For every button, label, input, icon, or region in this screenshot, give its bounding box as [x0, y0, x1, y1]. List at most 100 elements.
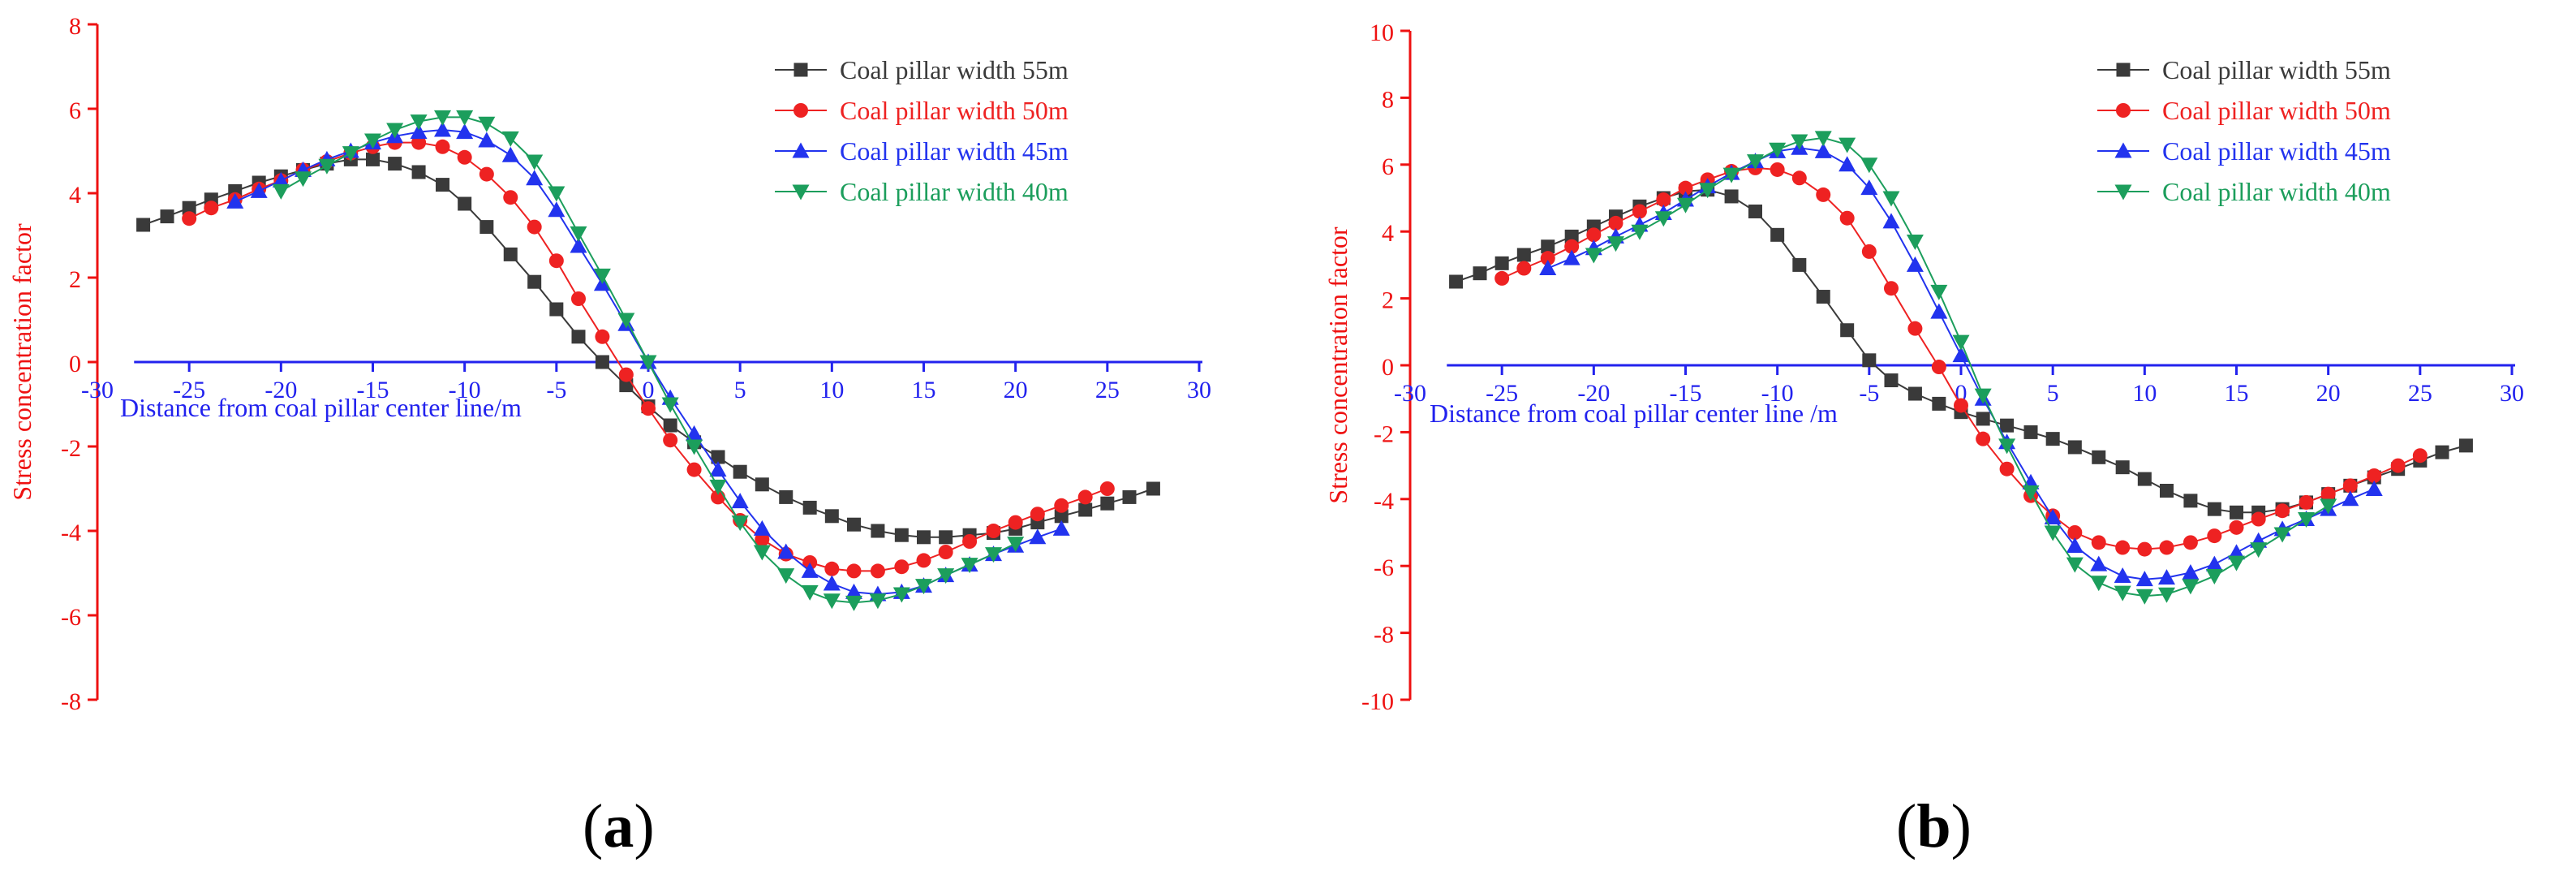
chart-b-y-tick-label: 0	[1382, 354, 1394, 381]
chart-a-series-2-point	[595, 329, 610, 344]
chart-a-series-4-point	[617, 313, 635, 329]
chart-a-x-tick-label: -5	[546, 377, 566, 403]
chart-a-legend: Coal pillar width 55m Coal pillar width 5…	[775, 55, 1069, 206]
chart-a-series-4-point	[478, 116, 496, 132]
chart-b-series-2-point	[1678, 180, 1693, 196]
chart-a-legend-label-2: Coal pillar width 50m	[840, 96, 1069, 125]
chart-a-y-tick-label: 0	[69, 351, 81, 377]
chart-a-series-1-point	[1078, 502, 1093, 517]
chart-b-series-2-point	[2299, 494, 2314, 510]
chart-a-series-1	[136, 152, 1160, 545]
chart-b-series-1-point	[2159, 484, 2174, 498]
chart-a-series-1-point	[1100, 496, 1115, 511]
chart-a-series-4-point	[892, 587, 910, 603]
chart-b-series-4-point	[2090, 576, 2108, 592]
chart-b-y-tick-label: 6	[1382, 153, 1394, 180]
chart-b-series-4-point	[2250, 542, 2268, 558]
chart-a-x-tick-label: -30	[81, 377, 114, 403]
chart-a-series-4-point	[961, 558, 978, 574]
chart-a-series-2-point	[503, 190, 518, 205]
chart-b-series-2-point	[2067, 525, 2083, 540]
chart-b-series-3-point	[2044, 508, 2062, 524]
chart-a-series-1-point	[871, 524, 885, 538]
chart-a-y-tick-label: 6	[69, 97, 81, 124]
chart-a-series-1-point	[1146, 481, 1160, 496]
chart-a-y-tick-label: 4	[69, 182, 81, 209]
chart-b-series-4-point	[1747, 154, 1765, 170]
chart-a-legend-label-3: Coal pillar width 45m	[840, 136, 1069, 166]
chart-b-legend-label-1: Coal pillar width 55m	[2162, 55, 2391, 84]
chart-b-series-3-point	[1563, 249, 1580, 265]
chart-b-series-1-point	[1449, 274, 1464, 289]
chart-b-legend-label-4: Coal pillar width 40m	[2162, 177, 2391, 206]
chart-b-series-2-point	[1656, 192, 1671, 208]
chart-a-series-4-point	[272, 183, 290, 200]
chart-a-x-tick-label: 30	[1187, 377, 1211, 403]
chart-b-series-3-point	[1952, 347, 1970, 363]
chart-b-series-4-point	[2135, 589, 2153, 605]
chart-a-x-axis-title: Distance from coal pillar center line/m	[120, 393, 522, 422]
chart-a-x-tick-label: 5	[734, 377, 746, 403]
chart-a-series-4-point	[1007, 537, 1025, 553]
chart-b-series-3-point	[2157, 569, 2175, 585]
chart-a-series-3-point	[686, 425, 703, 441]
chart-a-series-1-point	[619, 378, 634, 393]
chart-a-series-3-point	[731, 493, 749, 509]
chart-b-series-2-point	[2183, 535, 2198, 550]
chart-a-series-1-point	[366, 152, 380, 166]
chart-a-y-tick-label: -8	[61, 688, 81, 715]
chart-b-series-2-point	[2115, 540, 2131, 555]
chart-b-x-tick-label: 30	[2500, 380, 2524, 407]
chart-a-legend-label-1: Coal pillar width 55m	[840, 55, 1069, 84]
chart-a-legend-marker-4	[792, 184, 810, 201]
chart-a-series-4-point	[548, 186, 566, 202]
chart-a-series-1-point	[824, 509, 839, 524]
chart-b-series-1-point	[2000, 418, 2015, 433]
chart-a-series-1-point	[458, 196, 472, 211]
chart-b-y-tick-label: -10	[1361, 688, 1394, 715]
chart-b-series-4-point	[1585, 248, 1602, 264]
chart-b-series-4-point	[1677, 197, 1694, 213]
chart-b-series-4-point	[1906, 235, 1924, 251]
chart-b-series-4-point	[1606, 236, 1624, 252]
chart-b-series-2-point	[2229, 520, 2244, 535]
chart-b-series-4-point	[2022, 485, 2040, 502]
chart-b-series-2-point	[1494, 270, 1510, 286]
chart-a-series-2-point	[182, 211, 197, 226]
chart-b-series-2-point	[1586, 227, 1602, 243]
chart-a-y-tick-label: -6	[61, 604, 81, 631]
chart-a-x-tick-label: 25	[1095, 377, 1120, 403]
chart-b-series-4-point	[2044, 525, 2062, 541]
chart-b-x-tick-label: 5	[2047, 380, 2059, 407]
chart-a-series-1-point	[939, 530, 953, 545]
chart-b-y-tick-label: 4	[1382, 220, 1394, 247]
chart-a-series-1-point	[136, 218, 151, 232]
chart-b-series-4-point	[2320, 498, 2337, 515]
chart-a-series-3-point	[478, 132, 496, 148]
chart-a-series-4-point	[294, 171, 312, 188]
chart-b-x-tick-label: -25	[1486, 380, 1518, 407]
chart-a-series-3-point	[845, 583, 862, 599]
chart-a-x-tick-label: -10	[449, 377, 481, 403]
chart-b-x-tick-label: 20	[2316, 380, 2341, 407]
chart-a-x-tick-label: -15	[357, 377, 389, 403]
chart-b-y-tick-label: 10	[1370, 19, 1394, 46]
chart-b-series-3-point	[2066, 537, 2084, 553]
chart-b-series-1-point	[1862, 353, 1877, 368]
chart-b-series-2-point	[1954, 398, 1968, 413]
chart-b-series-4-point	[1838, 137, 1856, 153]
chart-b-x-tick-label: -30	[1394, 380, 1426, 407]
chart-b-x-tick-label: 10	[2132, 380, 2157, 407]
chart-b-series-1-point	[1748, 204, 1763, 218]
chart-a-series-2-point	[663, 433, 678, 448]
chart-a-series-2-point	[618, 367, 634, 382]
chart-a-series-2-point	[479, 166, 494, 182]
chart-b-series-4-point	[2298, 512, 2316, 528]
chart-a-series-1-point	[160, 209, 174, 224]
chart-b-series-4-point	[2205, 569, 2223, 585]
chart-b-series-2-point	[1516, 261, 1532, 276]
chart-b-x-axis-title: Distance from coal pillar center line /m	[1430, 399, 1838, 428]
chart-b-series-1-point	[2435, 445, 2449, 459]
chart-a-series-3-point	[570, 237, 587, 253]
